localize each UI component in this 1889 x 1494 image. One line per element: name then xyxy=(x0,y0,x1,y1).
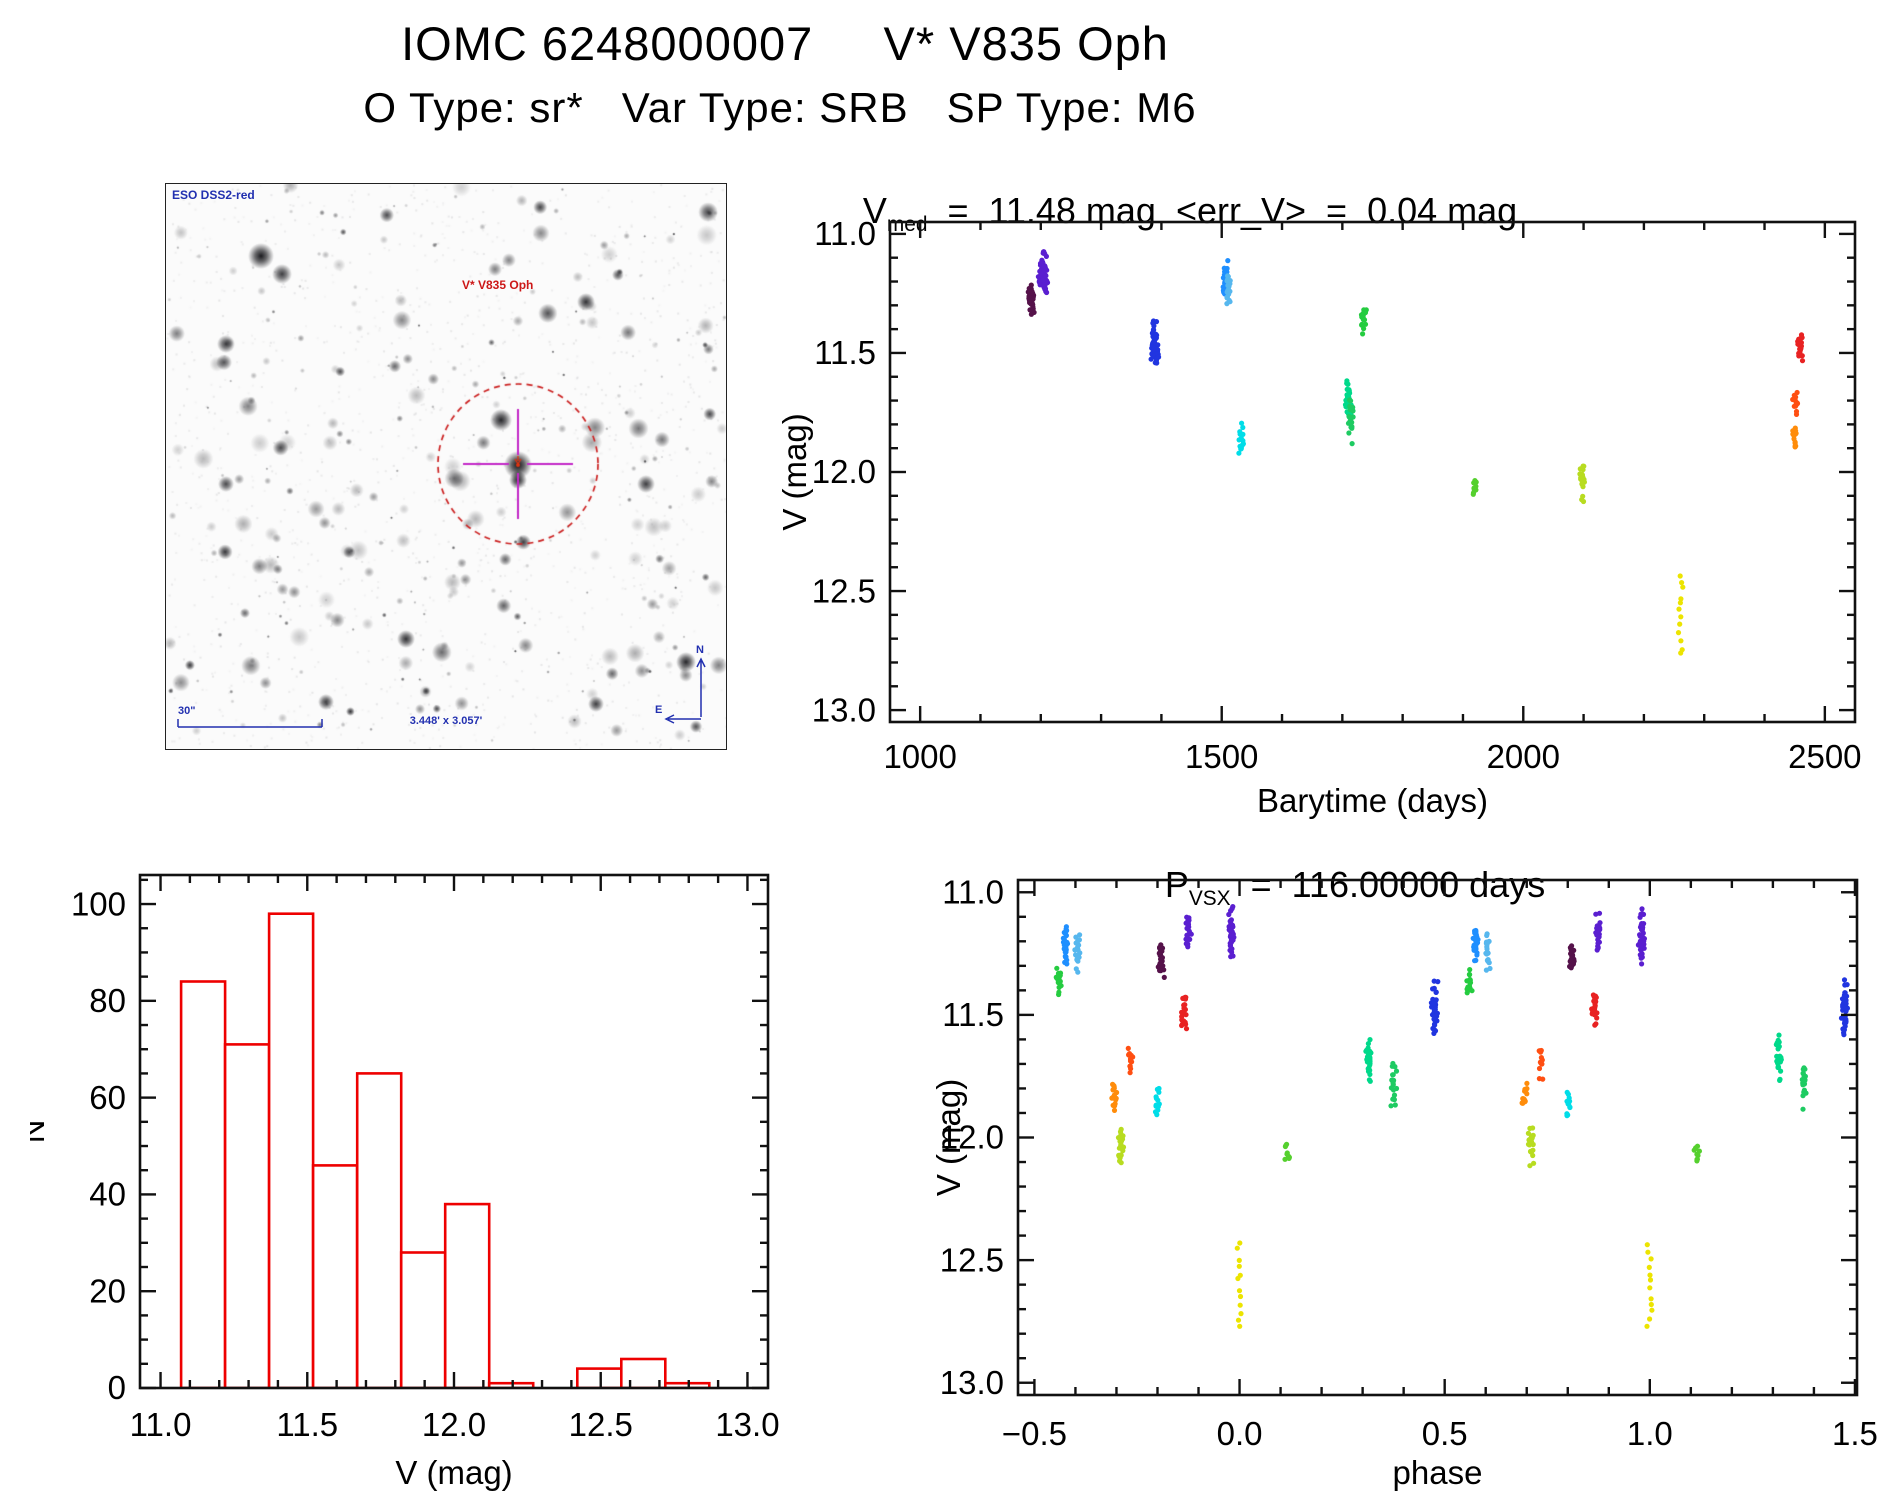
lightcurve-xtick-label: 1500 xyxy=(1185,738,1258,775)
histogram-plot: 11.0 11.5 12.0 12.5 13.0 0 20 40 60 80 100 V (mag) N xyxy=(30,873,780,1491)
fov-label: 3.448' x 3.057' xyxy=(409,715,483,727)
lightcurve-title-rest: = 11.48 mag <err_V> = 0.04 mag xyxy=(927,190,1518,231)
phase-title-rest: = 116.00000 days xyxy=(1230,864,1546,905)
lightcurve-xtick-label: 2000 xyxy=(1487,738,1560,775)
scalebar: 30" xyxy=(177,705,323,728)
lightcurve-title-sub: med xyxy=(886,213,928,237)
histogram-bar xyxy=(399,1251,447,1388)
lightcurve-plot: 1000 1500 2000 2500 11.0 11.5 12.0 12.5 13.0 Bary… xyxy=(780,215,1862,819)
page-title: IOMC 6248000007 V* V835 Oph xyxy=(401,17,1169,70)
phase-xtick-label: 1.0 xyxy=(1627,1415,1673,1452)
phase-title-sub: VSX xyxy=(1188,887,1231,911)
phase-ytick-label: 12.0 xyxy=(940,1119,1004,1156)
histogram-bar xyxy=(663,1381,711,1388)
phase-plot: −0.5 0.0 0.5 1.0 1.5 11.0 11.5 12.0 12.5 13.0 phas… xyxy=(930,873,1878,1491)
histogram-ytick-label: 40 xyxy=(89,1176,126,1213)
histogram-xtick-label: 13.0 xyxy=(715,1406,779,1443)
histogram-ylabel: N xyxy=(30,1120,51,1144)
phase-xtick-label: 0.0 xyxy=(1217,1415,1263,1452)
histogram-bar xyxy=(179,980,227,1388)
scalebar-label: 30" xyxy=(178,705,195,717)
compass-east-label: E xyxy=(655,704,662,716)
histogram-ytick-label: 100 xyxy=(71,885,126,922)
histogram-data xyxy=(179,912,711,1388)
phase-ytick-label: 13.0 xyxy=(940,1364,1004,1401)
starfield-canvas xyxy=(166,184,726,749)
phase-data xyxy=(1053,904,1850,1329)
phase-title: PVSX = 116.00000 days xyxy=(945,822,1745,911)
histogram-bar xyxy=(487,1381,535,1388)
histogram-bar xyxy=(355,1072,403,1388)
lightcurve-xtick-label: 2500 xyxy=(1788,738,1861,775)
phase-title-base: P xyxy=(1164,864,1189,905)
histogram-xlabel: V (mag) xyxy=(395,1454,512,1491)
lightcurve-ylabel: V (mag) xyxy=(780,413,813,530)
lightcurve-data xyxy=(1025,249,1806,656)
phase-axes xyxy=(1016,878,1859,1397)
histogram-axes xyxy=(138,873,770,1390)
histogram-ytick-label: 20 xyxy=(89,1272,126,1309)
lightcurve-title: Vmed = 11.48 mag <err_V> = 0.04 mag xyxy=(780,148,1580,237)
lightcurve-ytick-label: 11.0 xyxy=(814,215,876,252)
histogram-ytick-label: 60 xyxy=(89,1079,126,1116)
compass-icon: N E xyxy=(655,644,706,724)
phase-xtick-label: −0.5 xyxy=(1002,1415,1067,1452)
histogram-xtick-label: 12.0 xyxy=(422,1406,486,1443)
compass-east-arrow xyxy=(664,714,701,724)
lightcurve-xlabel: Barytime (days) xyxy=(1257,782,1488,819)
compass-north-arrow xyxy=(696,657,706,717)
phase-xtick-label: 1.5 xyxy=(1832,1415,1878,1452)
histogram-bar xyxy=(443,1202,491,1388)
starfield-image: ESO DSS2-red V* V835 Oph 3.448' x 3.057'… xyxy=(165,183,727,750)
histogram-xtick-label: 11.0 xyxy=(130,1406,192,1443)
histogram-bar xyxy=(311,1164,359,1388)
phase-ytick-label: 11.5 xyxy=(942,996,1004,1033)
histogram-bar xyxy=(575,1367,623,1388)
compass-north-label: N xyxy=(696,644,704,656)
histogram-ytick-label: 80 xyxy=(89,982,126,1019)
phase-ytick-label: 11.0 xyxy=(942,873,1004,910)
lightcurve-axes xyxy=(888,220,1857,724)
scalebar-line xyxy=(177,719,323,728)
histogram-xtick-label: 11.5 xyxy=(276,1406,338,1443)
target-label: V* V835 Oph xyxy=(462,278,534,292)
phase-xlabel: phase xyxy=(1393,1454,1483,1491)
survey-label: ESO DSS2-red xyxy=(172,188,255,202)
lightcurve-ytick-label: 12.0 xyxy=(812,453,876,490)
lightcurve-xtick-label: 1000 xyxy=(883,738,956,775)
phase-ylabel: V (mag) xyxy=(930,1079,967,1196)
histogram-bar xyxy=(267,912,315,1388)
histogram-bar xyxy=(619,1357,667,1388)
phase-xtick-label: 0.5 xyxy=(1422,1415,1468,1452)
phase-ytick-label: 12.5 xyxy=(940,1241,1004,1278)
histogram-xtick-label: 12.5 xyxy=(569,1406,633,1443)
lightcurve-title-base: V xyxy=(862,190,887,231)
histogram-ytick-label: 0 xyxy=(108,1369,126,1406)
lightcurve-ytick-label: 11.5 xyxy=(814,334,876,371)
page-subtitle: O Type: sr* Var Type: SRB SP Type: M6 xyxy=(363,84,1197,131)
lightcurve-ytick-label: 13.0 xyxy=(812,691,876,728)
histogram-bar xyxy=(223,1043,271,1388)
lightcurve-ytick-label: 12.5 xyxy=(812,572,876,609)
